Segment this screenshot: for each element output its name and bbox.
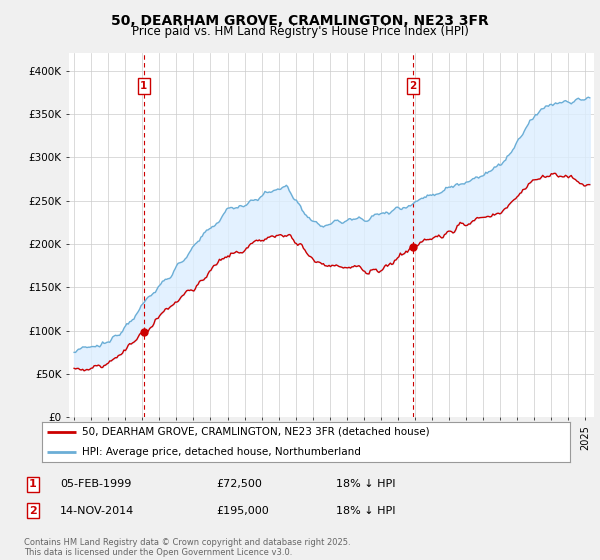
Text: 2: 2 xyxy=(29,506,37,516)
Text: 1: 1 xyxy=(140,81,148,91)
Text: 2: 2 xyxy=(409,81,416,91)
Text: £195,000: £195,000 xyxy=(216,506,269,516)
Text: 50, DEARHAM GROVE, CRAMLINGTON, NE23 3FR (detached house): 50, DEARHAM GROVE, CRAMLINGTON, NE23 3FR… xyxy=(82,427,429,437)
Text: 50, DEARHAM GROVE, CRAMLINGTON, NE23 3FR: 50, DEARHAM GROVE, CRAMLINGTON, NE23 3FR xyxy=(111,14,489,28)
Text: 18% ↓ HPI: 18% ↓ HPI xyxy=(336,506,395,516)
Text: Price paid vs. HM Land Registry's House Price Index (HPI): Price paid vs. HM Land Registry's House … xyxy=(131,25,469,38)
Text: Contains HM Land Registry data © Crown copyright and database right 2025.
This d: Contains HM Land Registry data © Crown c… xyxy=(24,538,350,557)
Text: HPI: Average price, detached house, Northumberland: HPI: Average price, detached house, Nort… xyxy=(82,447,361,457)
Text: 1: 1 xyxy=(29,479,37,489)
Text: 14-NOV-2014: 14-NOV-2014 xyxy=(60,506,134,516)
Text: 05-FEB-1999: 05-FEB-1999 xyxy=(60,479,131,489)
Text: £72,500: £72,500 xyxy=(216,479,262,489)
Text: 18% ↓ HPI: 18% ↓ HPI xyxy=(336,479,395,489)
